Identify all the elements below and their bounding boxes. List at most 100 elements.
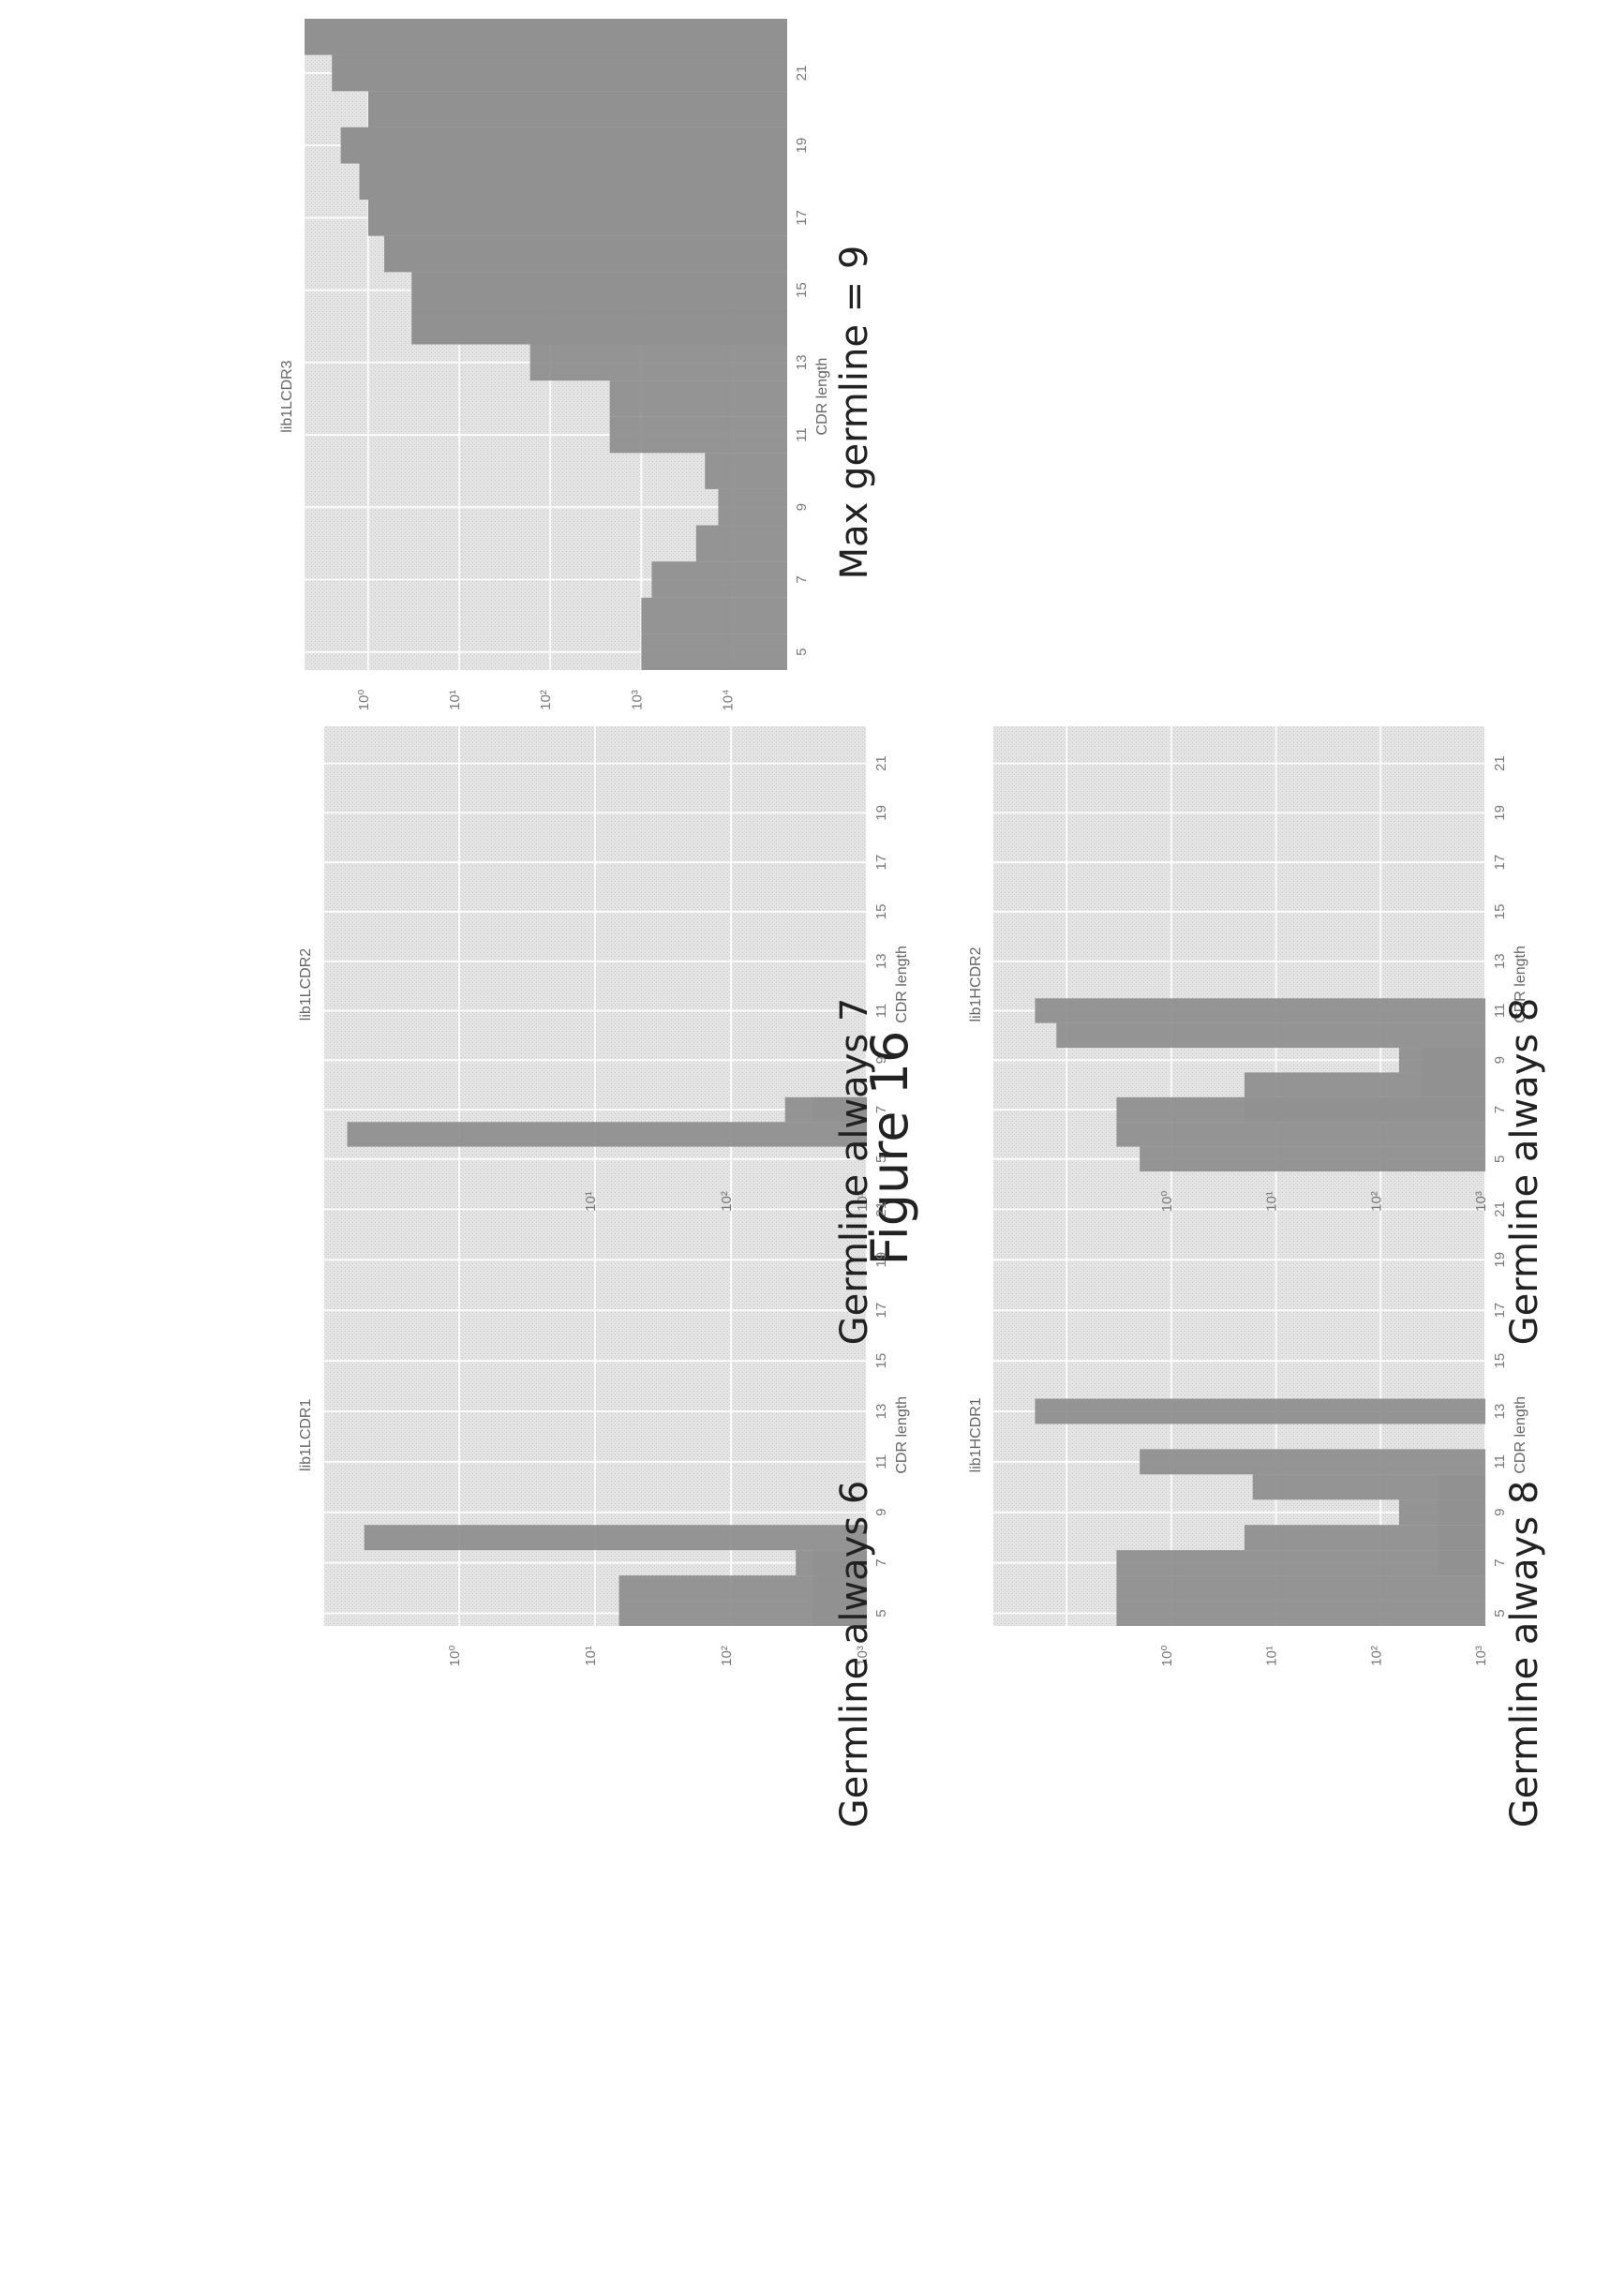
x-tick-label: 15 bbox=[1492, 904, 1508, 920]
x-tick-label: 15 bbox=[873, 904, 889, 920]
panel-title: lib1HCDR1 bbox=[968, 1397, 984, 1472]
y-tick-label: 10² bbox=[1368, 1646, 1384, 1666]
bar-dark-cdr-19 bbox=[340, 127, 787, 164]
y-tick-label: 10⁰ bbox=[1159, 1646, 1175, 1667]
bar-dark-cdr-14 bbox=[411, 307, 787, 345]
x-tick-label: 13 bbox=[873, 1404, 889, 1420]
bar-dark-cdr-5 bbox=[619, 1601, 867, 1626]
x-axis-title: CDR length bbox=[1513, 1396, 1528, 1474]
chart-lib1LCDR3: 10⁰ 10¹ 10² 10³ 10⁴ 5 7 9 11 13 15 17 19 21 CDR length… bbox=[279, 19, 876, 711]
bar-dark-cdr-8 bbox=[1244, 1525, 1485, 1551]
x-tick-label: 19 bbox=[1492, 1252, 1508, 1268]
y-tick-label: 10³ bbox=[855, 1191, 871, 1212]
y-tick-label: 10¹ bbox=[583, 1646, 599, 1666]
chart-lib1HCDR1: 10⁰ 10¹ 10² 10³ 5 7 9 11 13 15 17 19 21 CDR length lib… bbox=[968, 1171, 1546, 1827]
x-tick-label: 5 bbox=[873, 1609, 889, 1617]
x-tick-label: 11 bbox=[1492, 1004, 1508, 1019]
x-tick-label: 17 bbox=[873, 1303, 889, 1319]
x-tick-label: 15 bbox=[1492, 1353, 1508, 1369]
y-tick-label: 10² bbox=[719, 1191, 735, 1212]
bar-dark-cdr-11 bbox=[609, 416, 787, 454]
chart-lib1LCDR2: 10¹ 10² 10³ 5 7 9 11 13 15 17 19 21 CDR length lib1LC… bbox=[298, 726, 910, 1345]
x-tick-label: 13 bbox=[1492, 1404, 1508, 1420]
chart-lib1HCDR2: 10⁰ 10¹ 10² 10³ 5 7 9 11 13 15 17 19 21 CDR length lib… bbox=[968, 726, 1546, 1345]
bar-dark-cdr-11 bbox=[1140, 1449, 1485, 1475]
chart-panels: 10⁰ 10¹ 10² 10³ 5 7 9 11 13 15 17 19 21 CDR length lib… bbox=[279, 19, 1546, 1827]
x-tick-label: 9 bbox=[873, 1509, 889, 1516]
y-tick-label: 10⁰ bbox=[447, 1646, 463, 1667]
bar-dark-cdr-9 bbox=[1398, 1048, 1485, 1073]
x-tick-label: 17 bbox=[1492, 1303, 1508, 1319]
x-tick-label: 21 bbox=[1492, 755, 1508, 771]
y-tick-label: 10³ bbox=[629, 690, 645, 710]
bar-dark-cdr-9 bbox=[1398, 1499, 1485, 1526]
y-tick-label: 10¹ bbox=[1264, 1646, 1280, 1666]
bar-dark-cdr-6 bbox=[347, 1122, 868, 1147]
x-axis-title: CDR length bbox=[814, 358, 830, 436]
bar-dark-cdr-6 bbox=[1116, 1122, 1485, 1147]
x-axis-title: CDR length bbox=[894, 946, 910, 1023]
x-tick-label: 9 bbox=[1492, 1056, 1508, 1064]
bar-dark-cdr-22 bbox=[305, 19, 787, 55]
x-tick-label: 21 bbox=[794, 66, 810, 82]
chart-lib1LCDR1: 10⁰ 10¹ 10² 10³ 5 7 9 11 13 15 17 19 21 CDR length lib… bbox=[298, 1171, 910, 1827]
x-tick-label: 7 bbox=[794, 575, 810, 583]
x-tick-label: 11 bbox=[873, 1004, 889, 1019]
bar-dark-cdr-7 bbox=[1116, 1550, 1485, 1576]
bar-dark-cdr-7 bbox=[784, 1096, 867, 1123]
x-tick-label: 15 bbox=[794, 282, 810, 298]
x-tick-label: 11 bbox=[794, 427, 810, 442]
bar-dark-cdr-8 bbox=[1244, 1072, 1485, 1097]
x-tick-label: 17 bbox=[873, 855, 889, 871]
x-tick-label: 13 bbox=[1492, 953, 1508, 969]
panel-title: lib1LCDR3 bbox=[279, 360, 295, 432]
bar-dark-cdr-17 bbox=[367, 200, 787, 236]
bar-dark-cdr-6 bbox=[1116, 1575, 1485, 1602]
y-tick-label: 10³ bbox=[1473, 1191, 1489, 1212]
x-tick-label: 15 bbox=[873, 1353, 889, 1369]
y-tick-label: 10¹ bbox=[1264, 1191, 1280, 1212]
x-tick-label: 5 bbox=[1492, 1609, 1508, 1617]
bar-dark-cdr-15 bbox=[411, 272, 787, 308]
x-tick-label: 11 bbox=[873, 1454, 889, 1469]
bar-dark-cdr-21 bbox=[332, 54, 787, 92]
bar-dark-cdr-12 bbox=[609, 380, 787, 417]
x-tick-label: 5 bbox=[794, 649, 810, 656]
x-tick-label: 21 bbox=[873, 755, 889, 771]
bar-dark-cdr-10 bbox=[705, 453, 787, 489]
bar-dark-cdr-8 bbox=[695, 525, 787, 562]
panel-caption: Germline always 8 bbox=[1503, 998, 1546, 1346]
x-tick-label: 21 bbox=[873, 1201, 889, 1217]
panel-title: lib1LCDR2 bbox=[298, 948, 314, 1021]
y-tick-label: 10⁰ bbox=[356, 690, 372, 711]
panel-caption: Germline always 8 bbox=[1503, 1481, 1546, 1828]
panel-title: lib1HCDR2 bbox=[968, 947, 984, 1021]
x-tick-label: 19 bbox=[1492, 805, 1508, 821]
bar-dark-cdr-7 bbox=[796, 1550, 867, 1576]
x-tick-label: 7 bbox=[873, 1558, 889, 1566]
bar-dark-cdr-5 bbox=[1116, 1601, 1485, 1626]
bar-dark-cdr-18 bbox=[359, 163, 787, 201]
x-tick-label: 13 bbox=[873, 953, 889, 969]
figure-title-group: Figure 16 bbox=[860, 1031, 919, 1266]
y-tick-label: 10¹ bbox=[447, 690, 463, 710]
bar-dark-cdr-16 bbox=[384, 235, 787, 273]
x-tick-label: 19 bbox=[794, 138, 810, 154]
bar-dark-cdr-9 bbox=[718, 488, 787, 526]
x-axis-title: CDR length bbox=[894, 1396, 910, 1474]
y-tick-label: 10¹ bbox=[583, 1191, 599, 1212]
y-tick-label: 10² bbox=[719, 1646, 735, 1666]
x-tick-label: 21 bbox=[1492, 1201, 1508, 1217]
panel-caption: Germline always 6 bbox=[833, 1481, 876, 1828]
x-tick-label: 13 bbox=[794, 354, 810, 370]
x-tick-label: 19 bbox=[873, 805, 889, 821]
x-tick-label: 19 bbox=[873, 1252, 889, 1268]
y-tick-label: 10² bbox=[538, 690, 554, 710]
x-tick-label: 5 bbox=[873, 1155, 889, 1163]
figure-title: Figure 16 bbox=[860, 1031, 919, 1266]
bar-dark-cdr-6 bbox=[641, 597, 787, 634]
y-tick-label: 10³ bbox=[855, 1646, 871, 1666]
bar-dark-cdr-6 bbox=[619, 1575, 867, 1602]
bar-dark-cdr-10 bbox=[1252, 1474, 1485, 1500]
bar-dark-cdr-20 bbox=[367, 91, 787, 127]
